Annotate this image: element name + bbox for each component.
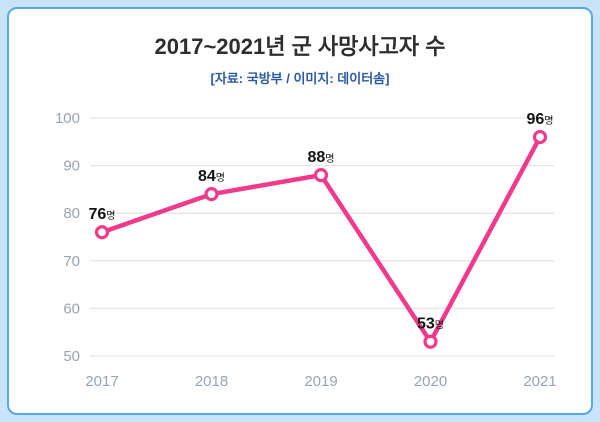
data-point	[204, 187, 219, 202]
line-chart-svg: 50 60 70 80 90 100 2017 2018 2019 2020 2021 76명 84명 8…	[55, 110, 557, 390]
data-point	[313, 168, 329, 183]
data-point	[94, 225, 110, 240]
y-tick-label: 100	[55, 110, 80, 127]
x-tick-label: 2020	[414, 373, 447, 390]
y-tick-label: 60	[63, 300, 80, 317]
data-line	[99, 134, 543, 344]
data-label: 96명	[527, 111, 554, 128]
data-point	[532, 129, 548, 145]
x-tick-label: 2019	[304, 373, 337, 390]
y-tick-label: 70	[63, 253, 80, 270]
y-tick-label: 50	[63, 348, 80, 365]
y-tick-label: 80	[63, 205, 80, 222]
x-tick-label: 2018	[195, 373, 228, 390]
chart-source-note: [자료: 국방부 / 이미지: 데이터솜]	[210, 71, 390, 86]
y-tick-label: 90	[63, 158, 80, 175]
data-label: 84명	[198, 168, 225, 185]
x-tick-label: 2021	[523, 373, 556, 390]
chart-title: 2017~2021년 군 사망사고자 수	[154, 34, 446, 59]
x-tick-label: 2017	[85, 373, 118, 390]
chart-card: 2017~2021년 군 사망사고자 수 [자료: 국방부 / 이미지: 데이터…	[7, 7, 593, 415]
data-point	[423, 334, 438, 349]
data-label: 53명	[417, 316, 444, 333]
chart-area: 50 60 70 80 90 100 2017 2018 2019 2020 2021 76명 84명 8…	[9, 87, 591, 413]
data-label: 88명	[308, 149, 335, 166]
data-label: 76명	[89, 206, 116, 223]
